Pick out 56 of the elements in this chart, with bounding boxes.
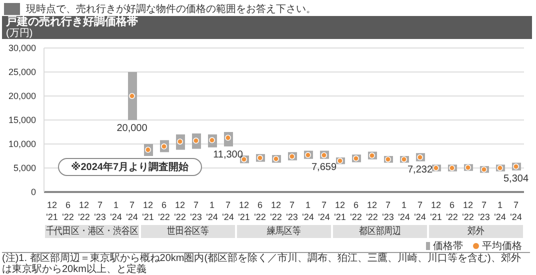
y-tick-label: 30,000	[8, 43, 36, 54]
x-tick-label: 7 '23	[286, 200, 298, 222]
data-label: 7,659	[311, 162, 337, 173]
bar	[128, 72, 137, 120]
legend-label: 価格帯	[432, 240, 463, 252]
x-tick-label: 6 '22	[62, 200, 74, 222]
x-tick-label: 7 '23	[190, 200, 202, 222]
y-tick-label: 15,000	[8, 115, 36, 126]
x-tick-label: 7 '24	[318, 200, 330, 222]
annotation: ※2024年7月より調査開始	[58, 158, 202, 176]
x-tick-label: 12 '21	[142, 200, 154, 222]
x-tick-label: 6 '22	[350, 200, 362, 222]
data-label: 20,000	[116, 123, 148, 134]
text: 練馬区等	[267, 225, 301, 238]
legend-label: 平均価格	[481, 240, 522, 252]
x-tick-label: 6 '22	[158, 200, 170, 222]
x-tick-label: 12 '21	[238, 200, 250, 222]
x-tick-label: 7 '24	[126, 200, 138, 222]
x-tick-label: 7 '24	[414, 200, 426, 222]
x-tick-label: 7 '24	[222, 200, 234, 222]
data-label: 7,232	[407, 164, 433, 176]
x-tick-label: 12 '22	[366, 200, 378, 222]
x-tick-label: 1 '24	[494, 200, 506, 222]
y-tick-label: 0	[30, 187, 36, 198]
text: 都区部周辺	[359, 225, 401, 238]
x-tick-label: 12 '21	[46, 200, 58, 222]
text: 千代田区・港区・渋谷区	[46, 225, 138, 238]
x-tick-label: 12 '22	[270, 200, 282, 222]
x-tick-label: 12 '22	[78, 200, 90, 222]
x-tick-label: 1 '24	[302, 200, 314, 222]
x-tick-label: 7 '23	[382, 200, 394, 222]
chart-subtitle: 現時点で、売れ行きが好調な物件の価格の範囲をお答え下さい。	[26, 2, 316, 16]
text: 世田谷区等	[167, 225, 209, 238]
data-label: 11,300	[213, 149, 244, 160]
x-tick-label: 1 '24	[110, 200, 122, 222]
x-tick-label: 1 '24	[398, 200, 410, 222]
x-tick-label: 6 '22	[254, 200, 266, 222]
x-tick-label: 1 '24	[206, 200, 218, 222]
x-tick-label: 12 '22	[174, 200, 186, 222]
x-tick-label: 7 '24	[510, 200, 522, 222]
x-tick-label: 12 '21	[430, 200, 442, 222]
x-tick-label: 12 '22	[462, 200, 474, 222]
y-tick-label: 5,000	[13, 163, 36, 174]
y-tick-label: 10,000	[8, 139, 36, 150]
x-tick-label: 6 '22	[446, 200, 458, 222]
x-tick-label: 7 '23	[94, 200, 106, 222]
chart-title: 戸建の売れ行き好調価格帯	[6, 16, 138, 28]
data-label: 5,304	[503, 173, 529, 184]
text: 郊外	[468, 225, 484, 238]
y-tick-label: 25,000	[8, 67, 36, 78]
x-tick-label: 12 '21	[334, 200, 346, 222]
text: (注)1. 都区部周辺＝東京駅から概ね20km圏内(都区部を除く／市川、調布、狛江、三鷹、川崎、川口等を含む)、郊外は東京駅から20km以上、と定義	[2, 252, 530, 275]
y-axis-title: (万円)	[6, 28, 33, 39]
point	[129, 93, 135, 99]
y-tick-label: 20,000	[8, 91, 36, 102]
x-tick-label: 7 '23	[478, 200, 490, 222]
